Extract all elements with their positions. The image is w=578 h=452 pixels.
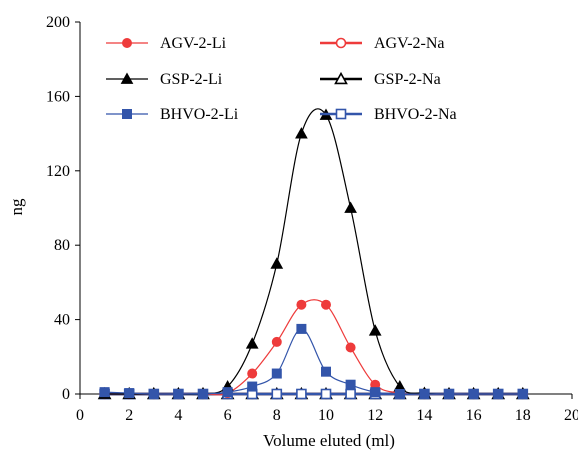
data-point bbox=[419, 389, 430, 399]
data-point bbox=[345, 379, 356, 390]
legend-item: BHVO-2-Na bbox=[320, 106, 457, 123]
data-point bbox=[247, 368, 258, 379]
x-tick-label: 12 bbox=[367, 407, 383, 424]
y-axis-title: ng bbox=[7, 198, 26, 216]
data-point bbox=[295, 127, 308, 139]
data-point bbox=[247, 381, 258, 392]
y-tick-label: 160 bbox=[46, 88, 70, 105]
x-tick-label: 0 bbox=[76, 407, 84, 424]
data-point bbox=[222, 387, 233, 398]
y-tick-label: 0 bbox=[62, 386, 70, 403]
y-tick-label: 120 bbox=[46, 163, 70, 180]
data-point bbox=[517, 389, 528, 399]
data-point bbox=[296, 388, 307, 400]
data-point bbox=[321, 299, 331, 310]
data-point bbox=[271, 388, 283, 400]
legend-label: AGV-2-Li bbox=[160, 35, 227, 52]
data-point bbox=[320, 388, 332, 400]
data-point bbox=[296, 299, 307, 310]
series-line bbox=[104, 108, 523, 396]
series-gsp-2-li bbox=[98, 108, 530, 399]
data-point bbox=[321, 366, 331, 377]
data-point bbox=[99, 387, 110, 398]
series-bhvo-2-li bbox=[99, 323, 528, 399]
x-tick-label: 10 bbox=[318, 407, 334, 424]
series-line bbox=[104, 328, 523, 395]
legend-marker bbox=[335, 37, 347, 49]
x-tick-label: 2 bbox=[125, 407, 133, 424]
legend-label: GSP-2-Na bbox=[374, 71, 441, 88]
legend-item: AGV-2-Li bbox=[106, 35, 227, 52]
y-tick-label: 80 bbox=[54, 237, 70, 254]
data-point bbox=[148, 389, 159, 399]
data-point bbox=[198, 389, 208, 399]
x-tick-label: 16 bbox=[466, 407, 482, 424]
legend: AGV-2-Li AGV-2-Na GSP-2-Li GSP-2-Na BHVO-2-L… bbox=[106, 35, 457, 123]
legend-label: BHVO-2-Na bbox=[374, 106, 457, 123]
legend-item: GSP-2-Li bbox=[106, 71, 223, 88]
x-tick-label: 18 bbox=[515, 407, 531, 424]
data-point bbox=[344, 201, 357, 213]
data-point bbox=[271, 336, 282, 347]
data-point bbox=[368, 324, 382, 336]
data-point bbox=[271, 368, 282, 379]
legend-marker bbox=[122, 109, 132, 119]
x-axis-title: Volume eluted (ml) bbox=[263, 431, 395, 450]
x-tick-label: 4 bbox=[174, 407, 182, 424]
x-tick-label: 14 bbox=[416, 407, 432, 424]
x-tick-label: 6 bbox=[224, 407, 232, 424]
data-point bbox=[468, 389, 479, 399]
data-point bbox=[245, 337, 259, 349]
data-point bbox=[270, 257, 284, 269]
data-point bbox=[493, 389, 504, 399]
legend-label: AGV-2-Na bbox=[374, 35, 445, 52]
data-point bbox=[173, 389, 184, 399]
y-tick-label: 200 bbox=[46, 14, 70, 31]
x-tick-label: 8 bbox=[273, 407, 281, 424]
legend-label: GSP-2-Li bbox=[160, 71, 223, 88]
data-point bbox=[394, 389, 405, 399]
series-agv-2-li bbox=[99, 299, 528, 399]
data-point bbox=[444, 389, 454, 399]
data-point bbox=[124, 388, 135, 399]
y-tick-label: 40 bbox=[54, 312, 70, 329]
legend-marker bbox=[335, 108, 347, 120]
data-point bbox=[345, 342, 356, 353]
series-layer bbox=[97, 108, 530, 400]
x-tick-label: 20 bbox=[564, 407, 578, 424]
legend-label: BHVO-2-Li bbox=[160, 106, 239, 123]
legend-item: BHVO-2-Li bbox=[106, 106, 239, 123]
legend-marker bbox=[122, 38, 132, 48]
legend-marker bbox=[120, 72, 134, 84]
data-point bbox=[296, 323, 307, 334]
legend-item: AGV-2-Na bbox=[320, 35, 445, 52]
data-point bbox=[370, 387, 381, 398]
legend-marker bbox=[334, 71, 348, 85]
legend-item: GSP-2-Na bbox=[320, 71, 441, 88]
axes: 0 40 80 120 160 200 0 2 4 6 8 10 12 14 16 18 20 bbox=[46, 14, 578, 424]
data-point bbox=[345, 388, 356, 400]
